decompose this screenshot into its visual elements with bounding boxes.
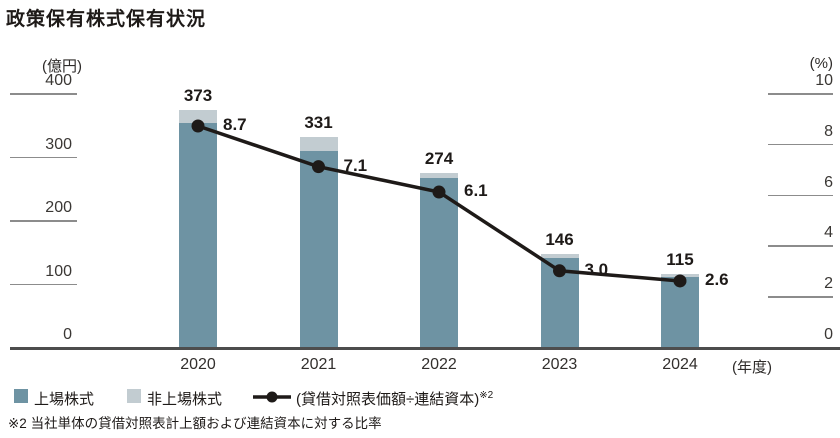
legend-label-ratio: (貸借対照表価額÷連結資本)※2 bbox=[296, 388, 493, 409]
right-axis-unit: (%) bbox=[809, 55, 833, 72]
left-axis-tick-line bbox=[10, 283, 77, 285]
bar-total-label-2024: 115 bbox=[666, 249, 694, 269]
year-label-2020: 2020 bbox=[180, 356, 216, 373]
ratio-value-label-2022: 6.1 bbox=[464, 181, 488, 201]
legend-swatch-listed-stock bbox=[14, 389, 28, 403]
bar-segment-listed-2024 bbox=[661, 277, 699, 347]
bar-total-label-2020: 373 bbox=[183, 86, 213, 106]
right-axis-tick-label: 10 bbox=[815, 72, 833, 89]
footnote: ※2 当社単体の貸借対照表計上額および連結資本に対する比率 bbox=[8, 416, 382, 431]
year-label-2023: 2023 bbox=[541, 356, 578, 373]
right-axis-tick-label: 0 bbox=[824, 326, 833, 343]
bar-total-label-2021: 331 bbox=[304, 112, 333, 132]
right-axis-tick-line bbox=[768, 93, 833, 95]
right-axis-tick-line bbox=[768, 296, 833, 298]
legend-line-dot-icon bbox=[253, 391, 291, 403]
right-axis-tick-label: 6 bbox=[824, 173, 833, 191]
left-axis-unit: (億円) bbox=[42, 58, 82, 75]
left-axis-tick-label: 200 bbox=[45, 199, 72, 216]
ratio-value-label-2023: 3.0 bbox=[584, 259, 609, 279]
ratio-value-label-2021: 7.1 bbox=[343, 155, 368, 175]
x-axis-unit: (年度) bbox=[732, 359, 772, 376]
legend-label-listed-stock: 上場株式 bbox=[34, 391, 95, 408]
left-axis-tick-label: 300 bbox=[45, 135, 72, 153]
bar-total-label-2022: 274 bbox=[424, 149, 454, 168]
bar-segment-unlisted-2020 bbox=[179, 110, 217, 123]
left-axis-tick-label: 400 bbox=[45, 72, 72, 89]
right-axis-tick-line bbox=[768, 194, 833, 197]
year-label-2024: 2024 bbox=[662, 356, 698, 373]
left-axis-tick-line bbox=[10, 220, 77, 222]
chart-title: 政策保有株式保有状況 bbox=[6, 9, 207, 30]
ratio-value-label-2024: 2.6 bbox=[705, 269, 729, 289]
right-axis-tick-label: 8 bbox=[824, 122, 833, 140]
year-label-2021: 2021 bbox=[300, 356, 337, 373]
right-axis-tick-label: 2 bbox=[824, 275, 833, 293]
legend-swatch-unlisted-stock bbox=[127, 389, 141, 403]
year-label-2022: 2022 bbox=[421, 356, 457, 373]
left-axis-tick-label: 0 bbox=[63, 326, 72, 343]
left-axis-tick-line bbox=[10, 93, 77, 95]
right-axis-tick-line bbox=[768, 143, 833, 146]
right-axis-tick-line bbox=[768, 245, 833, 247]
legend-label-unlisted-stock: 非上場株式 bbox=[147, 391, 223, 408]
legend-label-ratio-text: (貸借対照表価額÷連結資本) bbox=[296, 391, 480, 408]
left-axis-tick-line bbox=[10, 156, 77, 158]
left-axis-tick-label: 100 bbox=[45, 262, 72, 280]
ratio-value-label-2020: 8.7 bbox=[223, 115, 247, 135]
legend: 上場株式 非上場株式 (貸借対照表価額÷連結資本)※2 bbox=[0, 387, 840, 409]
right-axis-tick-label: 4 bbox=[824, 224, 833, 242]
bar-total-label-2023: 146 bbox=[545, 230, 574, 250]
legend-label-ratio-sup: ※2 bbox=[479, 390, 494, 401]
